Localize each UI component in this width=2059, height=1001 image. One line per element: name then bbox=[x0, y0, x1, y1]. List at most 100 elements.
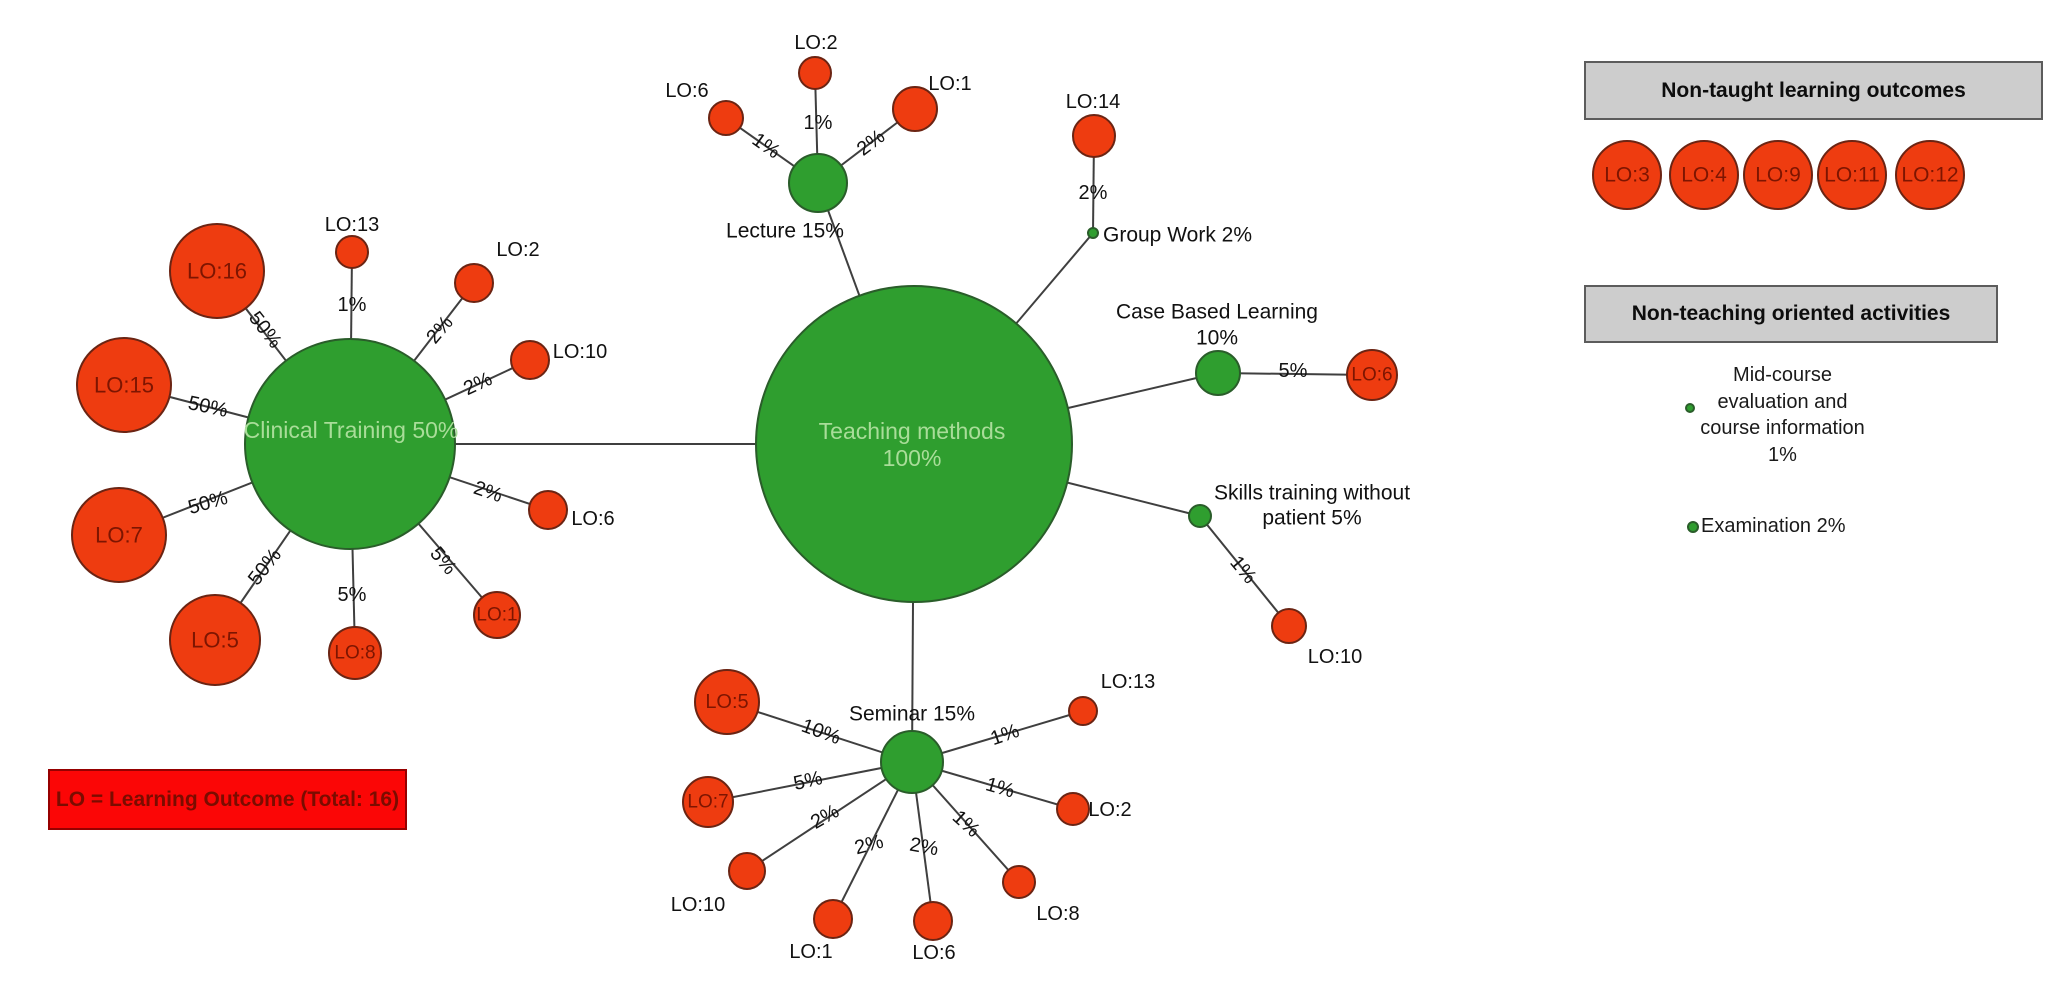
clinical-lo-7-label: LO:7 bbox=[95, 523, 143, 548]
diagram-label: 1% bbox=[1225, 552, 1261, 588]
groupwork-lo-14 bbox=[1072, 114, 1116, 158]
non-taught-outcomes-title: Non-taught learning outcomes bbox=[1661, 78, 1966, 102]
clinical-lo-16-label: LO:16 bbox=[187, 259, 247, 284]
clinical-lo-15 bbox=[76, 337, 172, 433]
nontaught-lo-11 bbox=[1817, 140, 1887, 210]
nontaught-lo-3 bbox=[1592, 140, 1662, 210]
seminar-lo-10 bbox=[728, 852, 766, 890]
diagram-label: 1% bbox=[983, 773, 1017, 802]
diagram-label: LO:6 bbox=[912, 942, 955, 964]
midcourse-line-1: Mid-course bbox=[1733, 364, 1832, 386]
seminar-lo-2 bbox=[1056, 792, 1090, 826]
diagram-label: Clinical Training 50% bbox=[244, 417, 459, 443]
diagram-label: LO:13 bbox=[1101, 671, 1155, 693]
diagram-label: Teaching methods bbox=[819, 418, 1006, 444]
midcourse-evaluation-text: Mid-course evaluation and course informa… bbox=[1690, 362, 1875, 468]
diagram-label: LO:2 bbox=[794, 32, 837, 54]
diagram-label: LO:8 bbox=[1036, 903, 1079, 925]
nontaught-lo-12-label: LO:12 bbox=[1901, 164, 1958, 187]
clinical-lo-1-label: LO:1 bbox=[476, 605, 517, 626]
examination-text: Examination 2% bbox=[1701, 515, 1846, 537]
diagram-label: 2% bbox=[853, 125, 889, 160]
seminar-lo-6 bbox=[913, 901, 953, 941]
clinical-lo-16 bbox=[169, 223, 265, 319]
seminar-circle bbox=[880, 730, 944, 794]
diagram-label: 5% bbox=[338, 584, 367, 606]
diagram-label: LO:1 bbox=[928, 73, 971, 95]
diagram-label: patient 5% bbox=[1262, 507, 1361, 530]
seminar-lo-7 bbox=[682, 776, 734, 828]
nontaught-lo-12 bbox=[1895, 140, 1965, 210]
nontaught-lo-9 bbox=[1743, 140, 1813, 210]
diagram-label: Skills training without bbox=[1214, 482, 1410, 505]
midcourse-dot bbox=[1685, 403, 1695, 413]
diagram-label: 2% bbox=[908, 834, 941, 861]
diagram-label: 2% bbox=[1079, 182, 1108, 204]
edge-line bbox=[746, 761, 913, 872]
legend-box: LO = Learning Outcome (Total: 16) bbox=[48, 769, 407, 830]
nontaught-lo-4 bbox=[1669, 140, 1739, 210]
edge-line bbox=[707, 761, 913, 803]
diagram-label: 1% bbox=[988, 720, 1023, 750]
clinical-lo-1 bbox=[473, 591, 521, 639]
diagram-label: LO:6 bbox=[665, 80, 708, 102]
clinical-lo-15-label: LO:15 bbox=[94, 373, 154, 398]
diagram-label: 2% bbox=[471, 477, 506, 507]
diagram-label: 1% bbox=[748, 129, 784, 164]
diagram-label: 1% bbox=[804, 112, 833, 134]
diagram-label: 50% bbox=[186, 487, 231, 519]
diagram-label: 5% bbox=[425, 543, 461, 579]
seminar-lo-1 bbox=[813, 899, 853, 939]
midcourse-line-4: 1% bbox=[1768, 443, 1797, 466]
diagram-label: Case Based Learning bbox=[1116, 301, 1318, 324]
clinical-training-circle bbox=[244, 338, 456, 550]
non-teaching-activities-title: Non-teaching oriented activities bbox=[1631, 302, 1951, 325]
clinical-lo-8 bbox=[328, 626, 382, 680]
skills-training-dot bbox=[1188, 504, 1212, 528]
diagram-label: 5% bbox=[791, 767, 824, 795]
diagram-label: Lecture 15% bbox=[726, 220, 844, 243]
seminar-lo-8 bbox=[1002, 865, 1036, 899]
lecture-lo-6 bbox=[708, 100, 744, 136]
clinical-lo-2 bbox=[454, 263, 494, 303]
diagram-label: 10% bbox=[798, 715, 843, 749]
diagram-label: LO:1 bbox=[789, 941, 832, 963]
diagram-label: LO:10 bbox=[1308, 646, 1362, 668]
diagram-label: LO:6 bbox=[571, 508, 614, 530]
non-taught-outcomes-header: Non-taught learning outcomes bbox=[1584, 61, 2043, 120]
midcourse-line-2: evaluation and bbox=[1717, 390, 1848, 413]
case-based-learning-circle bbox=[1195, 350, 1241, 396]
clinical-lo-10 bbox=[510, 340, 550, 380]
diagram-label: 100% bbox=[883, 445, 942, 471]
examination-dot bbox=[1687, 521, 1699, 533]
clinical-lo-13 bbox=[335, 235, 369, 269]
lecture-lo-2 bbox=[798, 56, 832, 90]
diagram-label: 2% bbox=[460, 368, 496, 400]
diagram-label: Seminar 15% bbox=[849, 703, 975, 726]
nontaught-lo-3-label: LO:3 bbox=[1604, 164, 1650, 187]
skills-lo-10 bbox=[1271, 608, 1307, 644]
cbl-lo-6-label: LO:6 bbox=[1351, 365, 1392, 386]
diagram-label: Group Work 2% bbox=[1103, 224, 1252, 247]
seminar-lo-5 bbox=[694, 669, 760, 735]
diagram-label: 10% bbox=[1196, 327, 1238, 350]
seminar-lo-13 bbox=[1068, 696, 1098, 726]
seminar-lo-5-label: LO:5 bbox=[705, 691, 748, 713]
diagram-label: LO:14 bbox=[1066, 91, 1120, 113]
clinical-lo-5-label: LO:5 bbox=[191, 628, 239, 653]
clinical-lo-6 bbox=[528, 490, 568, 530]
nontaught-lo-4-label: LO:4 bbox=[1681, 164, 1727, 187]
diagram-label: 2% bbox=[852, 831, 886, 860]
diagram-label: LO:13 bbox=[325, 214, 379, 236]
diagram-label: 50% bbox=[186, 392, 230, 422]
midcourse-line-3: course information bbox=[1700, 417, 1865, 439]
diagram-label: LO:2 bbox=[1088, 799, 1131, 821]
diagram-label: LO:10 bbox=[553, 341, 607, 363]
lecture-circle bbox=[788, 153, 848, 213]
lecture-lo-1 bbox=[892, 86, 938, 132]
clinical-lo-5 bbox=[169, 594, 261, 686]
diagram-label: 50% bbox=[244, 544, 286, 589]
diagram-label: 5% bbox=[1279, 360, 1308, 382]
